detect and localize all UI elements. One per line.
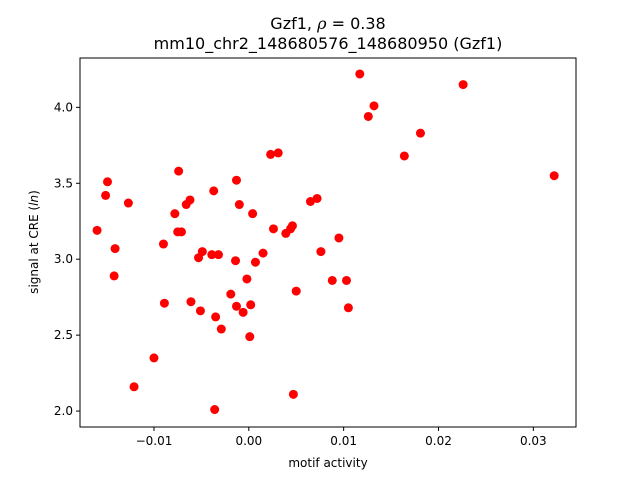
data-point-45 (226, 289, 236, 299)
data-point-36 (213, 250, 223, 260)
data-point-42 (327, 275, 337, 285)
data-point-11 (231, 175, 241, 185)
data-point-56 (149, 353, 159, 363)
data-point-3 (363, 111, 373, 121)
data-point-5 (266, 149, 276, 159)
x-tick-label-3: 0.02 (425, 434, 452, 448)
data-point-2 (369, 101, 379, 111)
axes-frame (79, 57, 577, 428)
data-point-1 (458, 80, 468, 90)
data-point-25 (92, 225, 102, 235)
y-axis-label: signal at CRE (ln) (27, 190, 41, 294)
data-point-58 (288, 389, 298, 399)
data-point-35 (207, 250, 217, 260)
y-tick-label-0: 2.0 (54, 404, 73, 418)
data-point-32 (316, 247, 326, 257)
x-tick-label-1: 0.00 (235, 434, 262, 448)
data-point-39 (250, 257, 260, 267)
y-tick-label-2: 3.0 (54, 252, 73, 266)
chart-subtitle: mm10_chr2_148680576_148680950 (Gzf1) (154, 34, 503, 54)
data-point-43 (341, 275, 351, 285)
data-point-17 (123, 198, 133, 208)
data-point-59 (210, 405, 220, 415)
data-point-10 (103, 177, 112, 187)
x-tick-label-0: −0.01 (136, 434, 173, 448)
data-point-6 (273, 148, 283, 158)
data-point-48 (246, 300, 256, 310)
chart-title: Gzf1, ρ = 0.38 (270, 14, 385, 33)
data-point-46 (186, 297, 196, 307)
data-point-7 (399, 151, 409, 161)
data-point-27 (176, 227, 186, 237)
y-axis-label-suffix: ) (27, 190, 41, 195)
data-point-47 (159, 298, 169, 308)
chart-title-rho: 0.38 (350, 14, 386, 33)
data-point-29 (334, 233, 344, 243)
data-point-20 (170, 209, 180, 219)
data-point-54 (216, 324, 226, 334)
data-point-8 (174, 166, 184, 176)
data-point-30 (158, 239, 168, 249)
chart-title-gene: Gzf1 (270, 14, 307, 33)
data-point-18 (181, 200, 191, 210)
data-point-40 (109, 271, 119, 281)
data-point-28 (281, 228, 291, 238)
data-point-12 (101, 190, 111, 200)
x-axis: −0.01 0.00 0.01 0.02 0.03 (136, 427, 547, 448)
data-point-24 (268, 224, 278, 234)
data-point-19 (234, 200, 244, 210)
data-point-57 (129, 382, 139, 392)
data-point-31 (110, 244, 120, 254)
data-point-0 (355, 69, 365, 79)
y-tick-label-1: 2.5 (54, 328, 73, 342)
x-tick-label-4: 0.03 (520, 434, 547, 448)
y-tick-label-4: 4.0 (54, 100, 73, 114)
data-point-49 (231, 301, 241, 311)
y-tick-label-3: 3.5 (54, 176, 73, 190)
data-point-9 (549, 171, 559, 181)
data-point-53 (211, 312, 221, 322)
data-point-16 (305, 197, 315, 206)
data-point-37 (194, 253, 204, 263)
y-axis-label-var: ln (27, 195, 41, 206)
data-point-13 (209, 186, 219, 196)
data-point-41 (242, 274, 252, 284)
x-axis-label: motif activity (288, 456, 367, 470)
data-point-44 (291, 286, 301, 296)
data-point-4 (415, 128, 425, 138)
data-point-51 (195, 306, 205, 316)
data-point-34 (258, 248, 268, 258)
x-tick-label-2: 0.01 (330, 434, 357, 448)
data-point-50 (343, 303, 353, 313)
y-axis-label-prefix: signal at CRE ( (27, 206, 41, 294)
y-axis: 2.0 2.5 3.0 3.5 4.0 (54, 100, 80, 418)
data-point-55 (245, 332, 255, 342)
data-point-38 (231, 256, 241, 266)
plot-area (92, 69, 559, 415)
data-point-52 (238, 307, 248, 317)
data-point-21 (248, 209, 258, 219)
